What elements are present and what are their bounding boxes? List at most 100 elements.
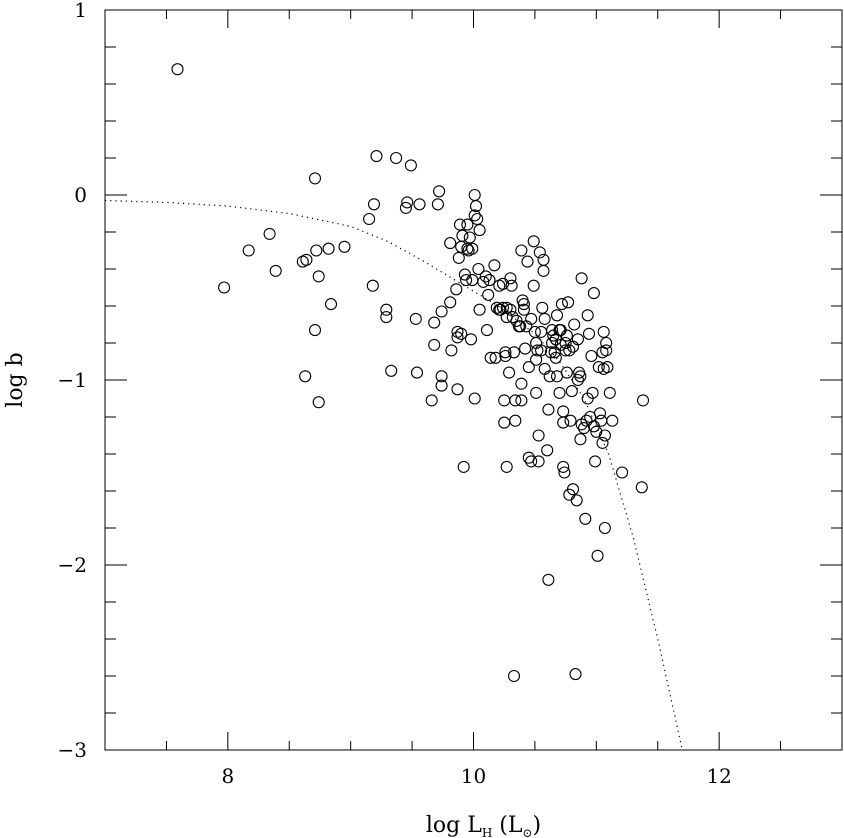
data-point (425, 394, 438, 407)
data-point (550, 309, 564, 322)
data-point (431, 198, 444, 211)
data-point (598, 429, 611, 442)
data-point (525, 455, 538, 468)
data-point (532, 455, 545, 468)
data-point (559, 336, 572, 350)
data-point (560, 329, 573, 342)
data-point (461, 242, 474, 255)
data-point (451, 383, 464, 396)
data-point (538, 312, 551, 325)
data-point (585, 349, 598, 363)
data-point (380, 311, 393, 324)
data-point (635, 481, 648, 494)
data-point (453, 218, 467, 231)
data-points (171, 63, 650, 683)
data-point (589, 455, 602, 468)
data-point (433, 185, 446, 198)
data-point (528, 325, 541, 338)
data-point (477, 275, 490, 288)
data-point (587, 287, 600, 300)
data-point (515, 377, 528, 390)
data-point (586, 386, 599, 399)
data-point (456, 229, 469, 242)
data-point (498, 416, 511, 429)
data-point (401, 196, 414, 209)
data-point (538, 362, 551, 375)
model-curve (104, 199, 683, 751)
data-point (509, 394, 522, 407)
data-point (542, 573, 555, 586)
data-point (530, 336, 543, 350)
data-point (450, 283, 463, 296)
data-point (571, 373, 584, 387)
data-point (570, 494, 583, 507)
data-point (601, 361, 614, 374)
data-point (385, 364, 398, 377)
data-point (461, 218, 474, 231)
data-point (444, 296, 457, 309)
data-point (399, 201, 412, 214)
data-point (536, 301, 549, 314)
data-point (582, 327, 596, 340)
data-point (559, 344, 572, 357)
data-point (498, 394, 511, 407)
data-point (363, 212, 376, 226)
data-point (581, 309, 594, 322)
data-point (525, 312, 538, 325)
data-point (565, 385, 578, 398)
data-point (603, 386, 616, 399)
data-point (530, 386, 543, 399)
data-point (504, 272, 517, 285)
data-point (535, 344, 548, 357)
data-point (370, 150, 383, 163)
data-point (428, 338, 441, 351)
y-tick-label: −3 (58, 738, 87, 762)
data-point (546, 336, 559, 350)
y-tick-label: −2 (58, 553, 87, 577)
y-tick-label: 0 (74, 183, 87, 207)
data-point (579, 512, 592, 525)
data-point (367, 198, 381, 211)
data-point (549, 351, 562, 364)
data-point (557, 405, 570, 418)
data-point (472, 262, 485, 276)
data-point (500, 460, 513, 473)
data-point (514, 320, 527, 333)
data-point (494, 303, 507, 316)
data-point (312, 270, 325, 283)
data-point (469, 200, 483, 213)
data-point (471, 212, 484, 226)
data-point (571, 333, 584, 346)
data-point (564, 414, 577, 427)
data-point (242, 244, 255, 257)
data-point (517, 303, 530, 316)
data-point (558, 466, 571, 479)
data-point (466, 274, 479, 287)
x-tick-label: 8 (221, 764, 234, 788)
data-point (466, 242, 479, 255)
data-point (435, 305, 448, 318)
data-point (557, 460, 570, 473)
data-point (380, 303, 393, 316)
data-point (460, 274, 473, 287)
data-point (263, 227, 276, 240)
data-point (499, 346, 512, 359)
data-point (310, 244, 323, 257)
data-point (171, 63, 184, 76)
data-point (600, 336, 613, 350)
data-point (550, 370, 564, 383)
data-point (404, 159, 417, 172)
data-point (455, 327, 468, 340)
data-point (541, 444, 554, 457)
data-point (515, 394, 528, 407)
data-point (535, 325, 548, 338)
y-axis-title: log b (3, 352, 28, 407)
data-point (575, 272, 588, 285)
data-point (312, 396, 325, 409)
data-point (568, 318, 581, 331)
data-point (527, 235, 540, 248)
data-point (566, 483, 580, 496)
data-point (468, 209, 481, 222)
